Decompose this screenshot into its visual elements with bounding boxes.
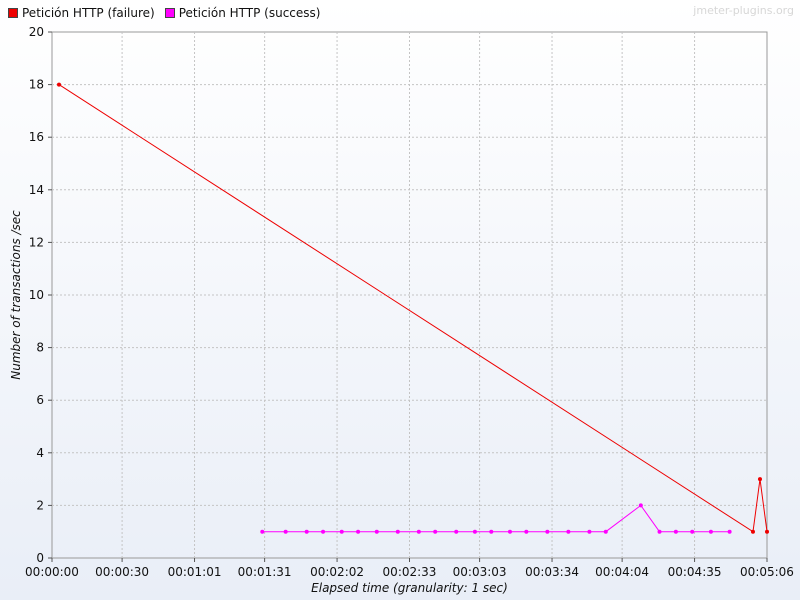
data-point (356, 529, 361, 534)
x-tick-label: 00:04:04 (595, 565, 649, 579)
series-line-1 (262, 504, 730, 533)
data-point (524, 529, 529, 534)
x-tick-label: 00:02:02 (310, 565, 364, 579)
y-tick-label: 2 (36, 498, 44, 512)
data-point (587, 529, 592, 534)
y-tick-label: 12 (29, 235, 44, 249)
data-point (472, 529, 477, 534)
y-tick-label: 20 (29, 25, 44, 39)
legend: Petición HTTP (failure) Petición HTTP (s… (8, 6, 320, 20)
data-point (321, 529, 326, 534)
legend-label-failure: Petición HTTP (failure) (22, 6, 155, 20)
data-point (454, 529, 459, 534)
x-tick-label: 00:01:31 (238, 565, 292, 579)
legend-item-success: Petición HTTP (success) (164, 6, 321, 20)
x-tick-label: 00:04:35 (668, 565, 722, 579)
x-axis-title: Elapsed time (granularity: 1 sec) (311, 581, 508, 595)
data-point (566, 529, 571, 534)
y-tick-label: 14 (29, 183, 44, 197)
x-tick-label: 00:05:06 (740, 565, 794, 579)
y-tick-label: 18 (29, 78, 44, 92)
x-tick-label: 00:02:33 (383, 565, 437, 579)
data-point (433, 529, 438, 534)
y-tick-label: 8 (36, 341, 44, 355)
x-tick-label: 00:00:30 (95, 565, 149, 579)
watermark: jmeter-plugins.org (693, 4, 794, 17)
data-point (489, 529, 494, 534)
data-point (765, 529, 769, 534)
data-point (750, 529, 755, 534)
legend-swatch-failure (8, 8, 18, 18)
data-point (260, 529, 265, 534)
legend-label-success: Petición HTTP (success) (178, 6, 321, 20)
data-point (727, 529, 732, 534)
x-tick-label: 00:01:01 (168, 565, 222, 579)
series-line-0 (58, 84, 768, 533)
y-tick-label: 0 (36, 551, 44, 565)
y-tick-label: 10 (29, 288, 44, 302)
x-tick-label: 00:00:00 (25, 565, 79, 579)
data-point (757, 477, 762, 482)
data-point (690, 529, 695, 534)
y-axis-title: Number of transactions /sec (9, 210, 23, 380)
data-point (416, 529, 421, 534)
legend-item-failure: Petición HTTP (failure) (8, 6, 155, 20)
data-point (657, 529, 662, 534)
data-point (638, 503, 643, 508)
y-tick-label: 16 (29, 130, 44, 144)
data-point (374, 529, 379, 534)
data-point (673, 529, 678, 534)
data-point (545, 529, 550, 534)
data-point (708, 529, 713, 534)
y-tick-label: 6 (36, 393, 44, 407)
y-tick-label: 4 (36, 446, 44, 460)
x-tick-label: 00:03:34 (525, 565, 579, 579)
data-point (283, 529, 288, 534)
data-point (507, 529, 512, 534)
data-point (603, 529, 608, 534)
data-point (395, 529, 400, 534)
x-tick-label: 00:03:03 (453, 565, 507, 579)
data-point (304, 529, 309, 534)
data-point (339, 529, 344, 534)
legend-swatch-success (164, 8, 175, 18)
data-point (57, 82, 62, 87)
